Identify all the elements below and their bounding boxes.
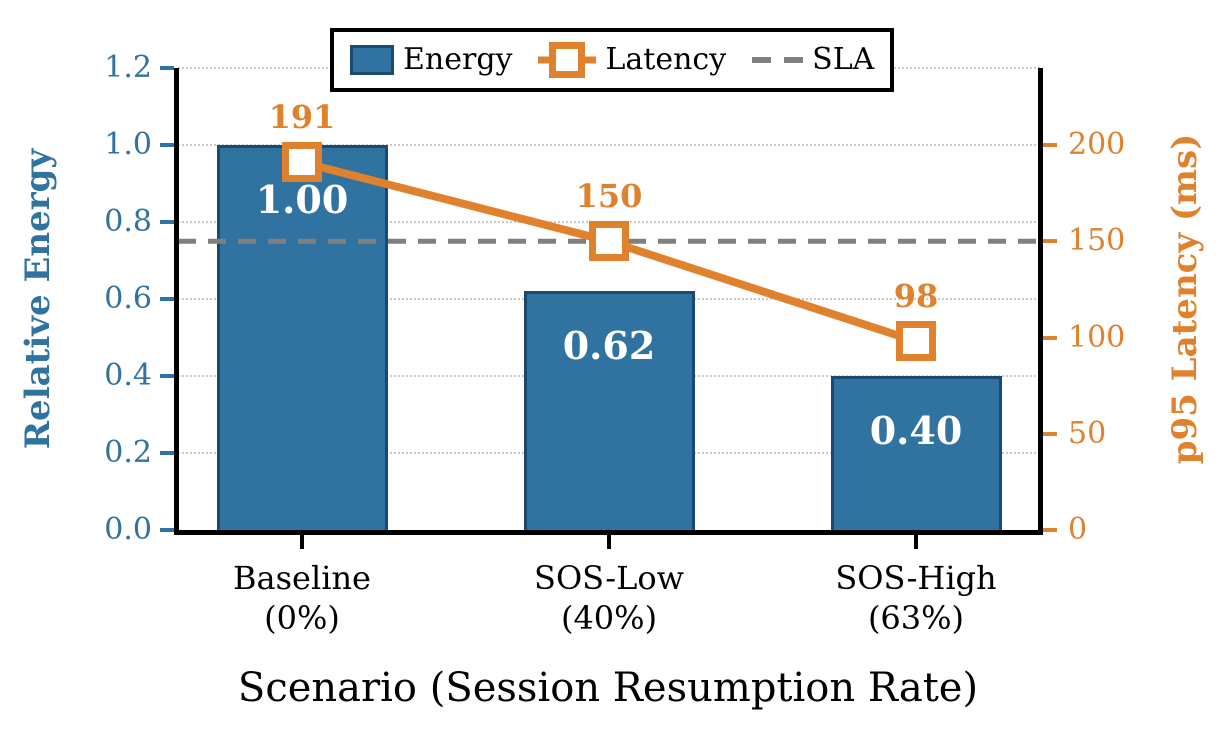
legend-label-energy: Energy [403,42,513,77]
left-tick-label: 0.4 [104,358,152,393]
right-tick-label: 0 [1068,512,1088,547]
legend-item-sla: SLA [752,45,874,75]
right-tick-label: 100 [1068,319,1126,355]
energy-swatch-icon [350,45,394,75]
left-tick [160,66,174,70]
right-tick-label: 50 [1068,415,1107,451]
bottom-spine [174,530,1043,535]
right-tick-label: 150 [1068,223,1126,259]
right-axis-title: p95 Latency (ms) [1165,133,1205,465]
left-tick-label: 0.6 [104,281,152,316]
left-tick [160,528,174,532]
right-tick [1043,431,1057,436]
latency-marker [589,221,629,262]
legend-item-energy: Energy [350,45,512,75]
energy-bar [523,291,695,530]
x-tick [914,535,918,549]
gridline [178,144,1040,146]
plot-area: 1.00 0.62 0.40 191 150 98 [178,67,1040,530]
left-tick-label: 1.2 [104,50,152,85]
right-tick [1043,143,1057,147]
latency-marker-icon [538,39,597,81]
legend-label-latency: Latency [605,42,727,77]
legend-label-sla: SLA [812,42,875,77]
x-tick-label: Baseline (0%) [233,559,371,637]
left-tick [160,297,174,301]
bar-value-label: 1.00 [255,177,349,222]
left-tick [160,451,174,455]
latency-value-label: 98 [893,277,939,316]
x-tick [300,535,304,549]
x-axis-title: Scenario (Session Resumption Rate) [237,665,979,711]
energy-bar [830,376,1002,530]
right-tick [1043,239,1057,244]
left-axis-title: Relative Energy [18,148,58,450]
left-tick-label: 0.2 [104,435,152,470]
bar-value-label: 0.62 [562,323,656,369]
latency-value-label: 150 [575,177,643,216]
latency-value-label: 191 [268,98,336,137]
right-tick [1043,528,1057,532]
left-spine [174,68,179,535]
left-tick [160,220,174,224]
latency-marker [896,321,936,362]
right-tick [1043,335,1057,340]
legend-item-latency: Latency [538,39,726,81]
sla-dash-icon [752,57,804,63]
x-tick-label: SOS-Low (40%) [534,559,684,637]
legend: Energy Latency SLA [330,28,895,92]
x-tick-label: SOS-High (63%) [835,559,997,637]
left-tick [160,374,174,378]
x-tick [607,535,611,549]
latency-marker [282,142,322,183]
left-tick-label: 0.8 [104,204,152,239]
right-spine [1038,68,1043,535]
left-tick [160,143,174,147]
right-tick-label: 200 [1068,127,1126,162]
left-tick-label: 1.0 [104,127,152,162]
left-tick-label: 0.0 [104,512,152,547]
bar-value-label: 0.40 [869,408,963,453]
